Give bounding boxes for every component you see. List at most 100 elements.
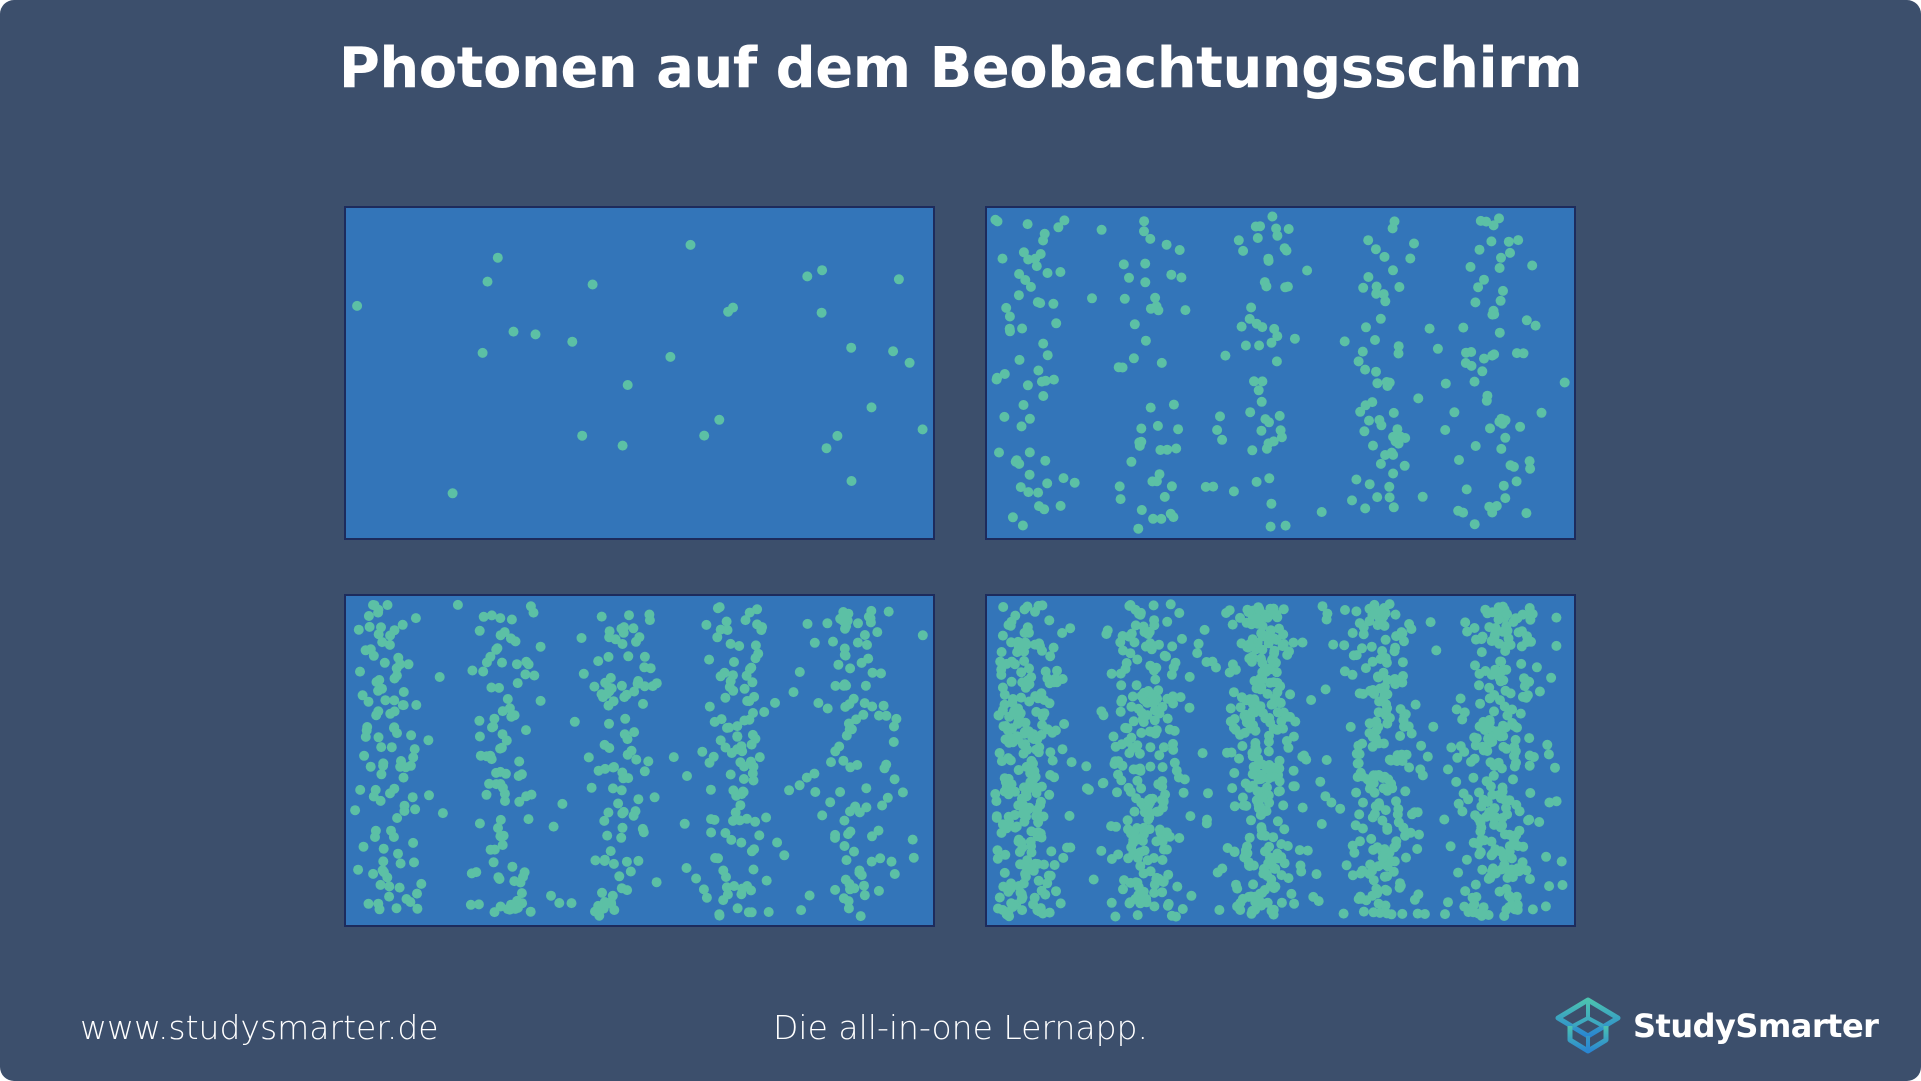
photon-dot	[1256, 774, 1266, 785]
photon-dot	[1168, 662, 1179, 673]
photon-dot	[1024, 413, 1035, 424]
photon-dot	[770, 697, 780, 708]
photon-dot	[1257, 621, 1268, 631]
photon-dot	[389, 723, 399, 734]
photon-dot	[1275, 697, 1286, 708]
photon-dot	[1042, 673, 1053, 684]
photon-dot	[839, 815, 850, 826]
photon-dot	[1278, 800, 1289, 811]
photon-dot	[1401, 852, 1411, 863]
photon-dot	[1469, 623, 1480, 633]
photon-dot	[1096, 845, 1107, 856]
photon-dot	[1235, 905, 1246, 915]
photon-dot	[590, 855, 601, 866]
photon-dot	[488, 857, 499, 868]
photon-dot	[1148, 600, 1159, 611]
photon-dot	[1019, 860, 1030, 871]
photon-dot	[577, 430, 588, 441]
photon-dot	[1377, 815, 1388, 826]
photon-dot	[1366, 686, 1377, 697]
photon-dot	[1118, 259, 1129, 270]
photon-dot	[1236, 692, 1247, 703]
photon-dot	[604, 718, 614, 729]
photon-dot	[1374, 415, 1385, 425]
photon-dot	[712, 632, 723, 643]
photon-dot	[859, 698, 870, 709]
photon-dot	[1371, 366, 1381, 377]
photon-dot	[1254, 604, 1265, 615]
photon-dot	[1316, 507, 1327, 517]
photon-dot	[516, 888, 527, 899]
photon-dot	[452, 599, 463, 610]
photon-dot	[1129, 806, 1140, 817]
photon-dot	[1409, 238, 1419, 249]
photon-dot	[1391, 840, 1401, 850]
website-link[interactable]: www.studysmarter.de	[80, 1008, 439, 1047]
photon-dot	[1487, 607, 1498, 618]
photon-dot	[1145, 233, 1156, 244]
photon-dot	[1180, 305, 1191, 316]
photon-dot	[494, 682, 504, 693]
photon-dot	[1394, 882, 1405, 893]
photon-dot	[1347, 495, 1357, 506]
photon-dot	[1267, 211, 1278, 222]
photon-dot	[1271, 667, 1282, 678]
photon-dot	[1144, 824, 1155, 835]
photon-dot	[1374, 800, 1385, 811]
photon-dot	[1048, 642, 1059, 653]
photon-dot	[705, 784, 716, 795]
photon-dot	[1516, 658, 1527, 669]
photon-dot	[530, 329, 541, 340]
photon-dot	[1541, 851, 1552, 862]
photon-dot	[1397, 677, 1408, 688]
photon-dot	[1488, 305, 1499, 316]
photon-dot	[1005, 755, 1016, 766]
photon-dot	[498, 830, 509, 841]
photon-dot	[1524, 456, 1535, 467]
photon-dot	[828, 636, 838, 647]
photon-dot	[1481, 811, 1492, 822]
photon-dot	[1136, 436, 1147, 447]
photon-dot	[384, 639, 395, 650]
photon-dot	[1045, 770, 1056, 780]
photon-dot	[1032, 804, 1043, 815]
photon-dot	[1373, 707, 1384, 718]
photon-dot	[1443, 897, 1453, 908]
photon-dot	[1152, 420, 1163, 431]
photon-dot	[1499, 794, 1510, 805]
photon-dot	[1398, 822, 1409, 833]
photon-dot	[1473, 908, 1484, 919]
photon-dot	[1500, 432, 1511, 443]
photon-dot	[1449, 407, 1460, 418]
photon-dot	[1157, 836, 1168, 847]
photon-dot	[437, 808, 448, 819]
photon-dot	[1320, 791, 1331, 802]
photon-dot	[1059, 719, 1070, 729]
photon-dot	[1033, 817, 1044, 828]
photon-dot	[1508, 774, 1518, 785]
photon-dot	[1123, 782, 1134, 793]
photon-layer	[990, 599, 1568, 922]
photon-dot	[514, 796, 525, 807]
photon-dot	[405, 760, 416, 771]
photon-dot	[1285, 711, 1295, 722]
photon-dot	[889, 774, 900, 785]
photon-dot	[682, 771, 692, 781]
photon-dot	[865, 617, 876, 628]
photon-dot	[609, 762, 619, 772]
photon-dot	[1055, 898, 1066, 909]
photon-dot	[1502, 609, 1513, 620]
photon-dot	[1157, 762, 1168, 773]
photon-dot	[599, 815, 610, 826]
photon-dot	[1306, 695, 1317, 705]
photon-dot	[1500, 493, 1511, 504]
photon-dot	[1214, 905, 1225, 915]
photon-dot	[353, 864, 364, 875]
photon-dot	[1139, 226, 1149, 237]
photon-dot	[1259, 663, 1270, 673]
photon-dot	[1364, 718, 1375, 729]
photon-dot	[1255, 803, 1266, 814]
photon-dot	[1157, 887, 1168, 898]
photon-dot	[492, 252, 503, 263]
photon-dot	[1358, 629, 1369, 640]
